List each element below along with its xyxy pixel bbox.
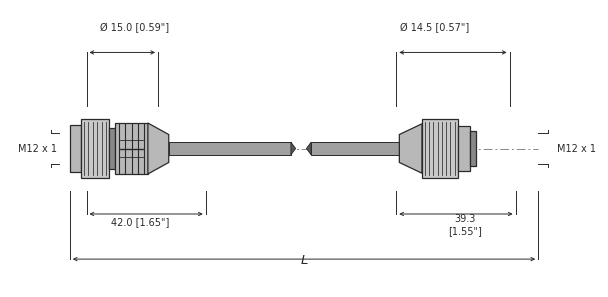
Polygon shape: [291, 142, 295, 155]
Bar: [422, 119, 458, 178]
Text: Ø 15.0 [0.59"]: Ø 15.0 [0.59"]: [100, 23, 169, 34]
Polygon shape: [399, 124, 422, 173]
Bar: [169, 142, 291, 155]
Text: Ø 14.5 [0.57"]: Ø 14.5 [0.57"]: [401, 23, 470, 34]
Bar: [109, 128, 115, 169]
Text: 39.3: 39.3: [454, 214, 475, 224]
Text: M12 x 1: M12 x 1: [557, 143, 596, 154]
Bar: [115, 123, 148, 174]
Text: 42.0 [1.65"]: 42.0 [1.65"]: [111, 217, 170, 227]
Bar: [70, 125, 80, 172]
Text: M12 x 1: M12 x 1: [18, 143, 57, 154]
Polygon shape: [306, 142, 311, 155]
Text: L: L: [300, 254, 308, 267]
Bar: [458, 126, 469, 171]
Bar: [80, 119, 109, 178]
Bar: [469, 131, 475, 166]
Bar: [311, 142, 399, 155]
Polygon shape: [148, 123, 169, 174]
Text: [1.55"]: [1.55"]: [448, 226, 482, 236]
